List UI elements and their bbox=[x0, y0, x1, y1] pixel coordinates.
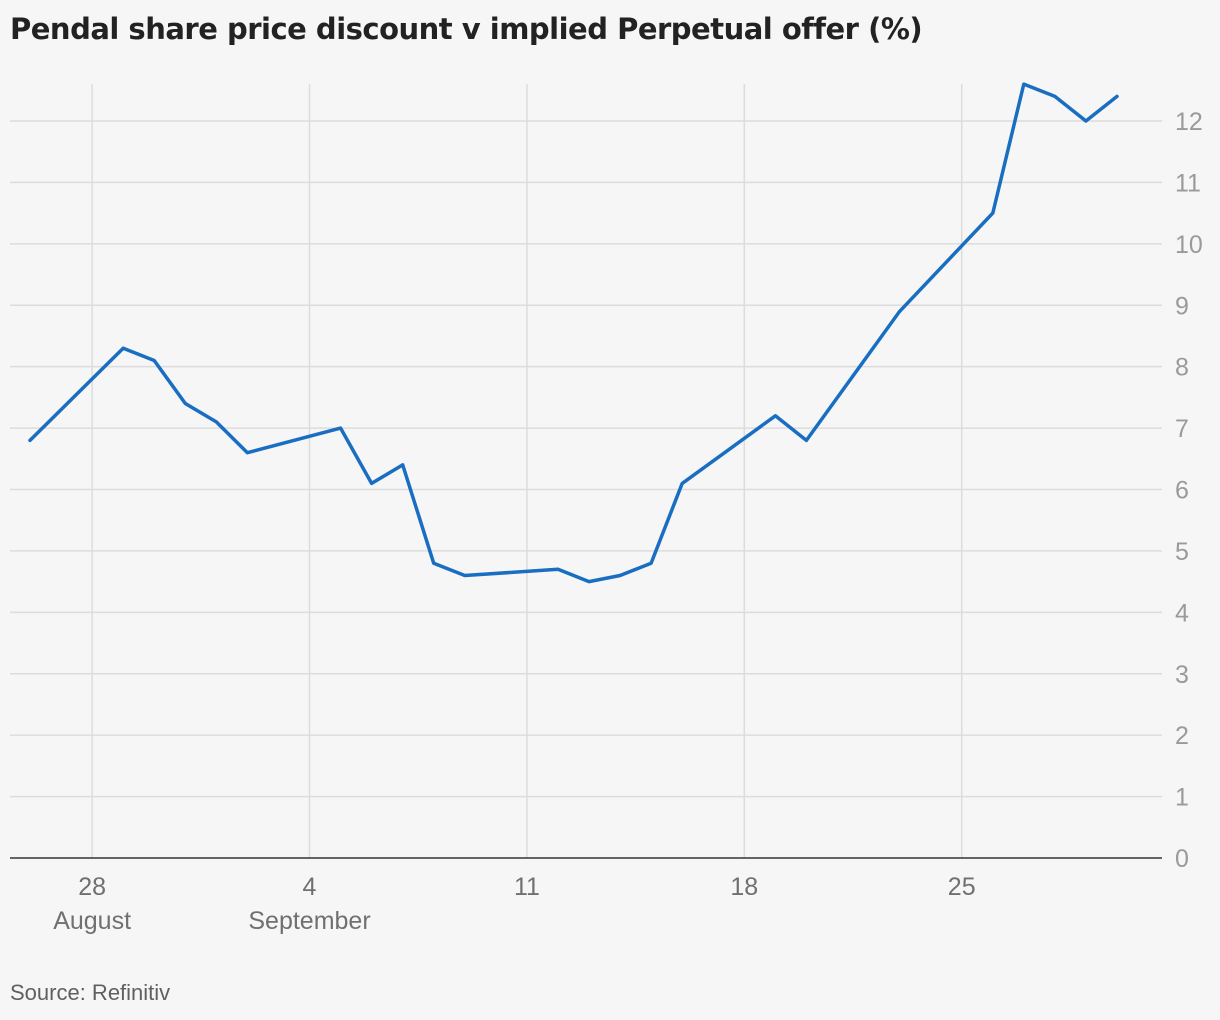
series-layer bbox=[28, 82, 1119, 584]
y-tick-label: 4 bbox=[1175, 599, 1189, 627]
y-tick-label: 12 bbox=[1175, 108, 1203, 136]
x-tick-sublabel: August bbox=[53, 907, 131, 935]
x-tick-label: 18 bbox=[730, 873, 758, 901]
y-tick-label: 0 bbox=[1175, 845, 1189, 873]
x-tick-label: 25 bbox=[948, 873, 976, 901]
y-tick-label: 9 bbox=[1175, 292, 1189, 320]
y-tick-label: 7 bbox=[1175, 415, 1189, 443]
y-tick-label: 2 bbox=[1175, 722, 1189, 750]
y-tick-label: 11 bbox=[1175, 169, 1201, 197]
y-tick-label: 10 bbox=[1175, 231, 1203, 259]
y-tick-label: 1 bbox=[1175, 784, 1189, 812]
source-note: Source: Refinitiv bbox=[10, 980, 171, 1005]
y-tick-label: 5 bbox=[1175, 538, 1189, 566]
x-tick-sublabel: September bbox=[248, 907, 370, 935]
y-tick-label: 8 bbox=[1175, 354, 1189, 382]
x-tick-label: 4 bbox=[303, 873, 317, 901]
x-tick-label: 28 bbox=[78, 873, 106, 901]
y-tick-label: 3 bbox=[1175, 661, 1189, 689]
y-tick-label: 6 bbox=[1175, 477, 1189, 505]
gridlines bbox=[10, 84, 1162, 858]
x-axis-ticks: 28 August 4 September 11 18 25 bbox=[53, 873, 975, 935]
x-tick-label: 11 bbox=[514, 873, 540, 901]
series-line bbox=[28, 82, 1119, 584]
chart-title: Pendal share price discount v implied Pe… bbox=[10, 12, 923, 46]
